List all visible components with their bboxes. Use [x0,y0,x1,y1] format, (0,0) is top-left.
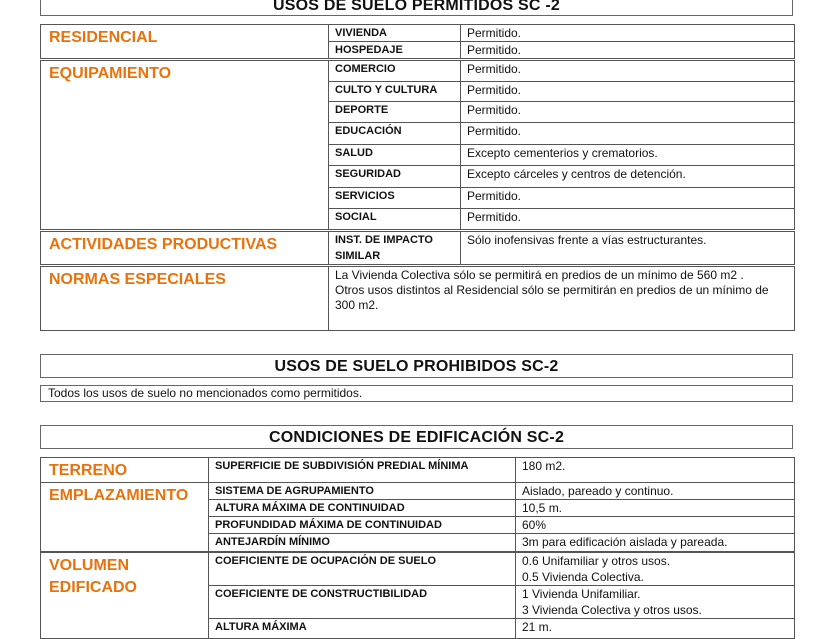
row-label: ANTEJARDÍN MÍNIMO [208,533,516,552]
category-residencial: RESIDENCIAL [40,24,329,59]
row-label: SALUD [328,144,461,166]
special-norms-table: NORMAS ESPECIALES La Vivienda Colectiva … [40,266,795,331]
row-label: SEGURIDAD [328,165,461,188]
row-label: PROFUNDIDAD MÁXIMA DE CONTINUIDAD [208,516,516,534]
row-value: 10,5 m. [515,499,795,517]
row-value: 3m para edificación aislada y pareada. [515,533,795,552]
row-value: 180 m2. [515,457,795,483]
table-row: PROFUNDIDAD MÁXIMA DE CONTINUIDAD 60% [41,516,795,534]
row-value: Permitido. [460,41,795,59]
uses-block-table: RESIDENCIAL VIVIENDA Permitido. HOSPEDAJE Pe… [40,24,795,59]
row-value: 21 m. [515,618,795,639]
row-label: SUPERFICIE DE SUBDIVISIÓN PREDIAL MÍNIMA [208,457,516,483]
table-row: ACTIVIDADES PRODUCTIVAS INST. DE IMPACTO … [40,231,795,265]
prohibited-uses-title: USOS DE SUELO PROHIBIDOS SC-2 [40,354,793,378]
row-value: 60% [515,516,795,534]
category-terreno: TERRENO [40,457,209,483]
table-row: SOCIAL Permitido. [41,208,795,230]
row-value: Permitido. [460,122,795,145]
uses-block-table: EMPLAZAMIENTO SISTEMA DE AGRUPAMIENTO Aisl… [40,482,795,552]
category-volumen-edificado: VOLUMEN EDIFICADO [40,552,209,639]
row-label: SISTEMA DE AGRUPAMIENTO [208,482,516,500]
row-value: Sólo inofensivas frente a vías estructur… [460,231,795,265]
table-row: DEPORTE Permitido. [41,101,795,123]
row-value: 0.6 Unifamiliar y otros usos. 0.5 Vivien… [515,552,795,586]
row-label: EDUCACIÓN [328,122,461,145]
special-norm-line: Otros usos distintos al Residencial sólo… [335,283,769,312]
category-equipamiento: EQUIPAMIENTO [40,60,329,230]
category-normas-especiales: NORMAS ESPECIALES [40,266,329,331]
category-emplazamiento: EMPLAZAMIENTO [40,482,209,552]
row-value: Aislado, pareado y continuo. [515,482,795,500]
row-value: Permitido. [460,24,795,42]
prohibited-uses-text: Todos los usos de suelo no mencionados c… [40,385,793,402]
table-row: EMPLAZAMIENTO SISTEMA DE AGRUPAMIENTO Aisl… [40,482,795,552]
row-value: Permitido. [460,81,795,102]
table-row: VOLUMEN EDIFICADO COEFICIENTE DE OCUPACIÓ… [40,552,795,639]
row-label: INST. DE IMPACTO SIMILAR [328,231,461,265]
uses-block-table: EQUIPAMIENTO COMERCIO Permitido. CULTO Y CU… [40,60,795,230]
table-row: COEFICIENTE DE CONSTRUCTIBILIDAD 1 Vivien… [41,585,795,619]
table-row: CULTO Y CULTURA Permitido. [41,81,795,102]
table-row: SEGURIDAD Excepto cárceles y centros de d… [41,165,795,188]
row-label: COEFICIENTE DE OCUPACIÓN DE SUELO [208,552,516,586]
row-label: ALTURA MÁXIMA [208,618,516,639]
table-row: RESIDENCIAL VIVIENDA Permitido. [40,24,795,59]
row-value: Permitido. [460,208,795,230]
row-label: COEFICIENTE DE CONSTRUCTIBILIDAD [208,585,516,619]
special-norms-text: La Vivienda Colectiva sólo se permitirá … [328,266,795,331]
row-label: COMERCIO [328,60,461,82]
uses-block-table: ACTIVIDADES PRODUCTIVAS INST. DE IMPACTO … [40,231,795,265]
row-label: HOSPEDAJE [328,41,461,59]
table-row: ANTEJARDÍN MÍNIMO 3m para edificación ais… [41,533,795,552]
row-value: Permitido. [460,60,795,82]
special-norm-line: La Vivienda Colectiva sólo se permitirá … [335,268,744,282]
building-conditions-title: CONDICIONES DE EDIFICACIÓN SC-2 [40,425,793,449]
row-label: DEPORTE [328,101,461,123]
table-row: EQUIPAMIENTO COMERCIO Permitido. [40,60,795,230]
row-value: Permitido. [460,101,795,123]
row-label: SERVICIOS [328,187,461,209]
row-label: SOCIAL [328,208,461,230]
row-label: ALTURA MÁXIMA DE CONTINUIDAD [208,499,516,517]
uses-block-table: TERRENO SUPERFICIE DE SUBDIVISIÓN PREDIAL… [40,457,795,483]
row-value: Permitido. [460,187,795,209]
table-row: ALTURA MÁXIMA DE CONTINUIDAD 10,5 m. [41,499,795,517]
row-value: Excepto cárceles y centros de detención. [460,165,795,188]
row-value: Excepto cementerios y crematorios. [460,144,795,166]
table-row: HOSPEDAJE Permitido. [41,41,795,59]
permitted-uses-title: USOS DE SUELO PERMITIDOS SC -2 [40,0,793,16]
uses-block-table: VOLUMEN EDIFICADO COEFICIENTE DE OCUPACIÓ… [40,552,795,639]
row-value: 1 Vivienda Unifamiliar. 3 Vivienda Colec… [515,585,795,619]
table-row: SALUD Excepto cementerios y crematorios. [41,144,795,166]
row-label: CULTO Y CULTURA [328,81,461,102]
row-label: VIVIENDA [328,24,461,42]
category-actividades-productivas: ACTIVIDADES PRODUCTIVAS [40,231,329,265]
table-row: TERRENO SUPERFICIE DE SUBDIVISIÓN PREDIAL… [40,457,795,483]
